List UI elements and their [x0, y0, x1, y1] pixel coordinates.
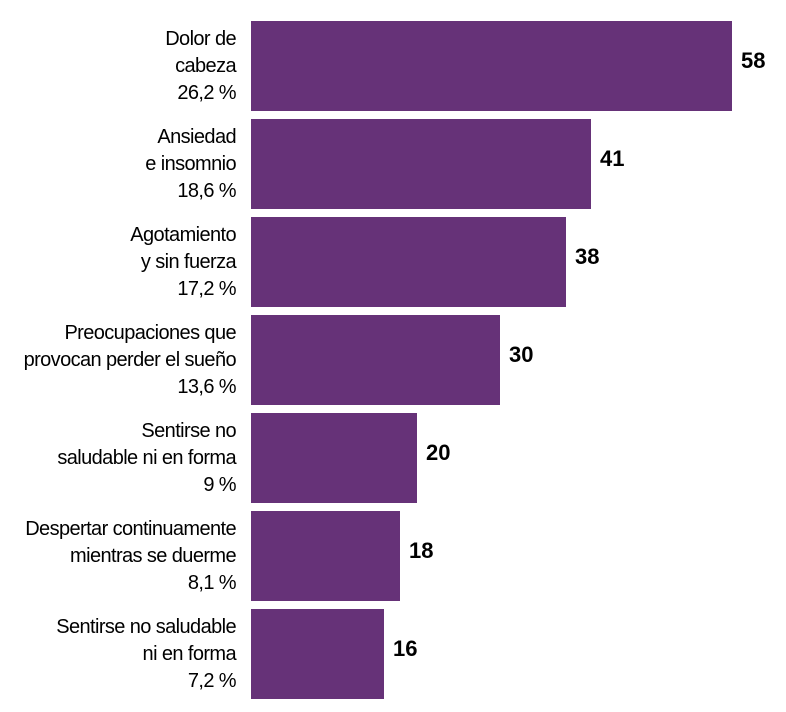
category-label-line: cabeza: [175, 55, 237, 77]
category-label: Dolor de cabeza 26,2 %: [0, 26, 236, 107]
value-label: 41: [600, 146, 625, 171]
bar: [251, 609, 384, 699]
value-label: 38: [575, 244, 600, 269]
bar: [251, 21, 732, 111]
value-label: 20: [426, 440, 451, 465]
category-label: Sentirse no saludable ni en forma 7,2 %: [0, 614, 236, 695]
percent-label: 26,2 %: [177, 82, 236, 104]
value-label: 58: [741, 48, 766, 73]
value-label: 30: [509, 342, 534, 367]
category-label: Sentirse no saludable ni en forma 9 %: [0, 418, 236, 499]
percent-label: 7,2 %: [187, 670, 237, 692]
category-label-line: ni en forma: [142, 643, 237, 665]
category-label-line: e insomnio: [145, 153, 236, 175]
bar: [251, 119, 591, 209]
category-label: Despertar continuamente mientras se duerm…: [0, 516, 236, 597]
bar: [251, 315, 500, 405]
percent-label: 18,6 %: [177, 180, 236, 202]
category-label-line: saludable ni en forma: [57, 447, 236, 469]
percent-label: 9 %: [203, 474, 236, 496]
bar: [251, 217, 566, 307]
value-label: 16: [393, 636, 418, 661]
category-label-line: Ansiedad: [157, 126, 236, 148]
bar: [251, 413, 417, 503]
category-label-line: Agotamiento: [130, 224, 236, 246]
category-label-line: Dolor de: [165, 28, 236, 50]
category-label-line: Preocupaciones que: [64, 322, 236, 344]
category-label: Preocupaciones que provocan perder el sue…: [0, 320, 237, 401]
category-label-line: Sentirse no: [141, 420, 236, 442]
percent-label: 8,1 %: [187, 572, 237, 594]
percent-label: 17,2 %: [177, 278, 236, 300]
category-label-line: Sentirse no saludable: [56, 616, 236, 638]
category-label-line: Despertar continuamente: [25, 518, 236, 540]
bar: [251, 511, 400, 601]
category-label: Ansiedad e insomnio 18,6 %: [0, 124, 236, 205]
category-label: Agotamiento y sin fuerza 17,2 %: [0, 222, 236, 303]
percent-label: 13,6 %: [177, 376, 236, 398]
category-label-line: y sin fuerza: [140, 251, 237, 273]
category-label-line: mientras se duerme: [70, 545, 237, 567]
category-label-line: provocan perder el sueño: [23, 349, 237, 371]
value-label: 18: [409, 538, 434, 563]
